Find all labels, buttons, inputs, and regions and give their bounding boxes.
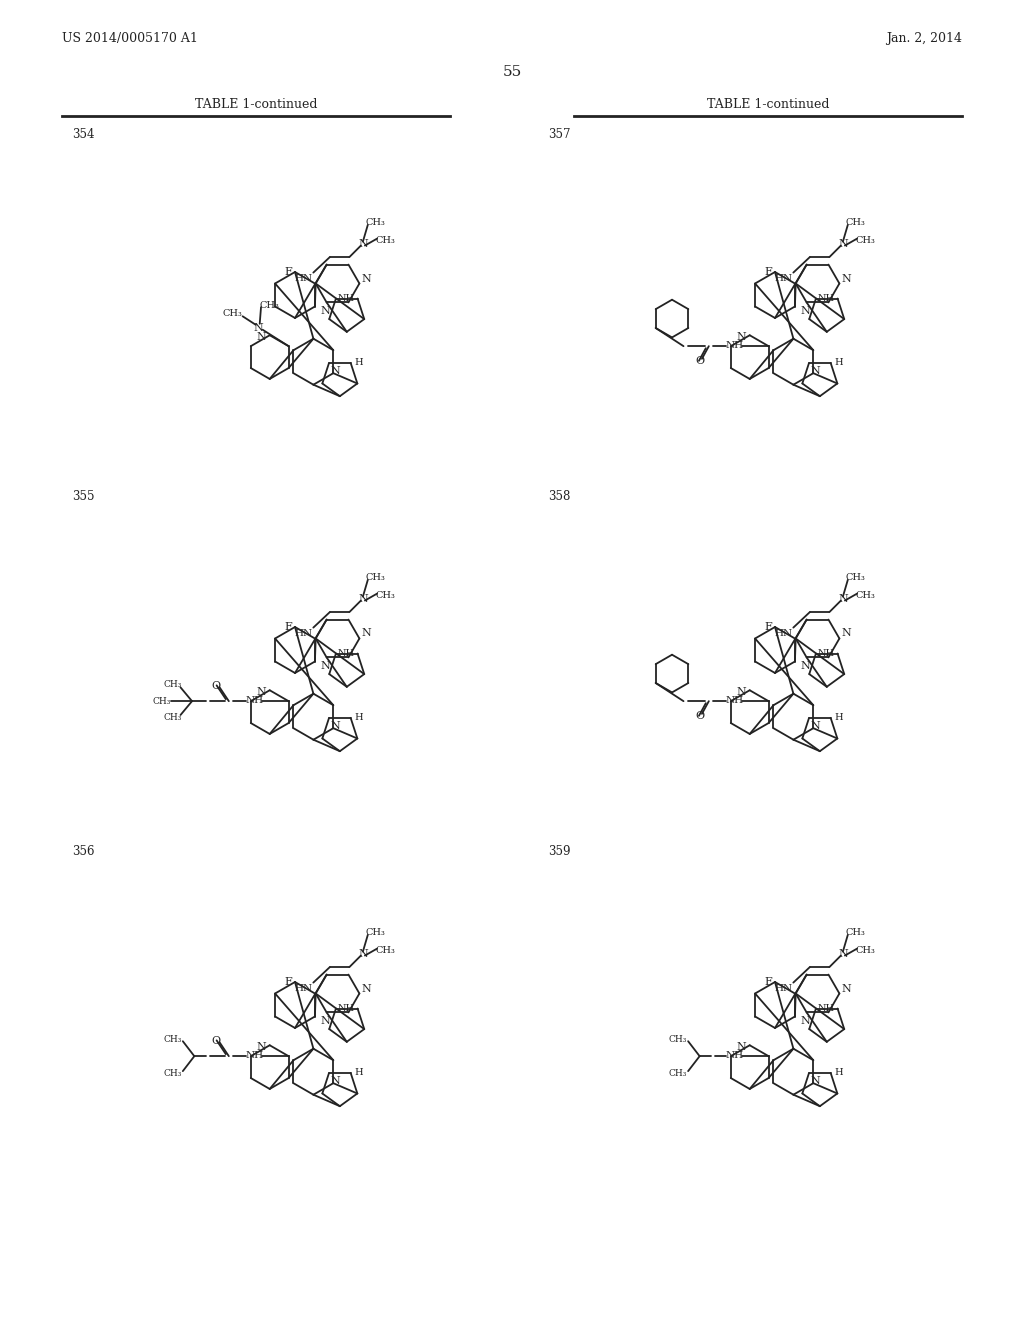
Text: H: H: [354, 359, 362, 367]
Text: N: N: [321, 1016, 330, 1026]
Text: TABLE 1-continued: TABLE 1-continued: [195, 99, 317, 111]
Text: O: O: [212, 1036, 221, 1047]
Text: HN: HN: [294, 630, 312, 638]
Text: TABLE 1-continued: TABLE 1-continued: [707, 99, 829, 111]
Text: CH₃: CH₃: [164, 1069, 182, 1077]
Text: N: N: [838, 239, 848, 248]
Text: CH₃: CH₃: [669, 1069, 687, 1077]
Text: F: F: [284, 622, 292, 632]
Text: NH: NH: [337, 1005, 354, 1012]
Text: N: N: [737, 333, 746, 342]
Text: N: N: [801, 661, 810, 671]
Text: CH₃: CH₃: [855, 946, 874, 956]
Text: N: N: [321, 306, 330, 315]
Text: N: N: [801, 1016, 810, 1026]
Text: F: F: [284, 267, 292, 277]
Text: N: N: [737, 1043, 746, 1052]
Text: NH: NH: [817, 294, 835, 304]
Text: F: F: [764, 622, 772, 632]
Text: N: N: [810, 366, 820, 376]
Text: NH: NH: [245, 696, 263, 705]
Text: CH₃: CH₃: [164, 714, 181, 722]
Text: N: N: [358, 594, 368, 603]
Text: CH₃: CH₃: [375, 946, 395, 956]
Text: CH₃: CH₃: [846, 573, 865, 582]
Text: CH₃: CH₃: [375, 591, 395, 601]
Text: CH₃: CH₃: [259, 301, 279, 310]
Text: CH₃: CH₃: [855, 236, 874, 246]
Text: N: N: [842, 628, 851, 639]
Text: CH₃: CH₃: [855, 591, 874, 601]
Text: NH: NH: [725, 341, 743, 350]
Text: CH₃: CH₃: [164, 1035, 182, 1044]
Text: CH₃: CH₃: [153, 697, 171, 706]
Text: HN: HN: [774, 630, 793, 638]
Text: NH: NH: [245, 1051, 263, 1060]
Text: N: N: [838, 594, 848, 603]
Text: NH: NH: [337, 294, 354, 304]
Text: CH₃: CH₃: [846, 928, 865, 937]
Text: 358: 358: [548, 490, 570, 503]
Text: N: N: [361, 983, 372, 994]
Text: N: N: [842, 273, 851, 284]
Text: CH₃: CH₃: [366, 928, 386, 937]
Text: 55: 55: [503, 65, 521, 79]
Text: NH: NH: [725, 1051, 743, 1060]
Text: NH: NH: [725, 696, 743, 705]
Text: US 2014/0005170 A1: US 2014/0005170 A1: [62, 32, 198, 45]
Text: N: N: [810, 721, 820, 731]
Text: 354: 354: [72, 128, 94, 141]
Text: CH₃: CH₃: [366, 218, 386, 227]
Text: N: N: [810, 1076, 820, 1086]
Text: N: N: [257, 1043, 266, 1052]
Text: N: N: [842, 983, 851, 994]
Text: NH: NH: [337, 649, 354, 657]
Text: HN: HN: [294, 275, 312, 282]
Text: CH₃: CH₃: [222, 309, 243, 318]
Text: H: H: [354, 713, 362, 722]
Text: CH₃: CH₃: [375, 236, 395, 246]
Text: N: N: [838, 949, 848, 958]
Text: O: O: [212, 681, 221, 692]
Text: HN: HN: [774, 985, 793, 993]
Text: HN: HN: [774, 275, 793, 282]
Text: NH: NH: [817, 649, 835, 657]
Text: CH₃: CH₃: [846, 218, 865, 227]
Text: NH: NH: [817, 1005, 835, 1012]
Text: N: N: [330, 721, 340, 731]
Text: N: N: [358, 949, 368, 958]
Text: H: H: [835, 713, 843, 722]
Text: N: N: [330, 1076, 340, 1086]
Text: N: N: [321, 661, 330, 671]
Text: 359: 359: [548, 845, 570, 858]
Text: CH₃: CH₃: [669, 1035, 687, 1044]
Text: Jan. 2, 2014: Jan. 2, 2014: [886, 32, 962, 45]
Text: F: F: [764, 267, 772, 277]
Text: O: O: [695, 711, 705, 721]
Text: F: F: [764, 977, 772, 987]
Text: N: N: [257, 688, 266, 697]
Text: CH₃: CH₃: [164, 680, 181, 689]
Text: F: F: [284, 977, 292, 987]
Text: N: N: [358, 239, 368, 248]
Text: 355: 355: [72, 490, 94, 503]
Text: H: H: [354, 1068, 362, 1077]
Text: O: O: [695, 356, 705, 366]
Text: N: N: [330, 366, 340, 376]
Text: CH₃: CH₃: [366, 573, 386, 582]
Text: N: N: [361, 273, 372, 284]
Text: N: N: [737, 688, 746, 697]
Text: H: H: [835, 359, 843, 367]
Text: N: N: [361, 628, 372, 639]
Text: N: N: [801, 306, 810, 315]
Text: 356: 356: [72, 845, 94, 858]
Text: H: H: [835, 1068, 843, 1077]
Text: N: N: [257, 333, 266, 342]
Text: 357: 357: [548, 128, 570, 141]
Text: N: N: [254, 323, 263, 333]
Text: HN: HN: [294, 985, 312, 993]
